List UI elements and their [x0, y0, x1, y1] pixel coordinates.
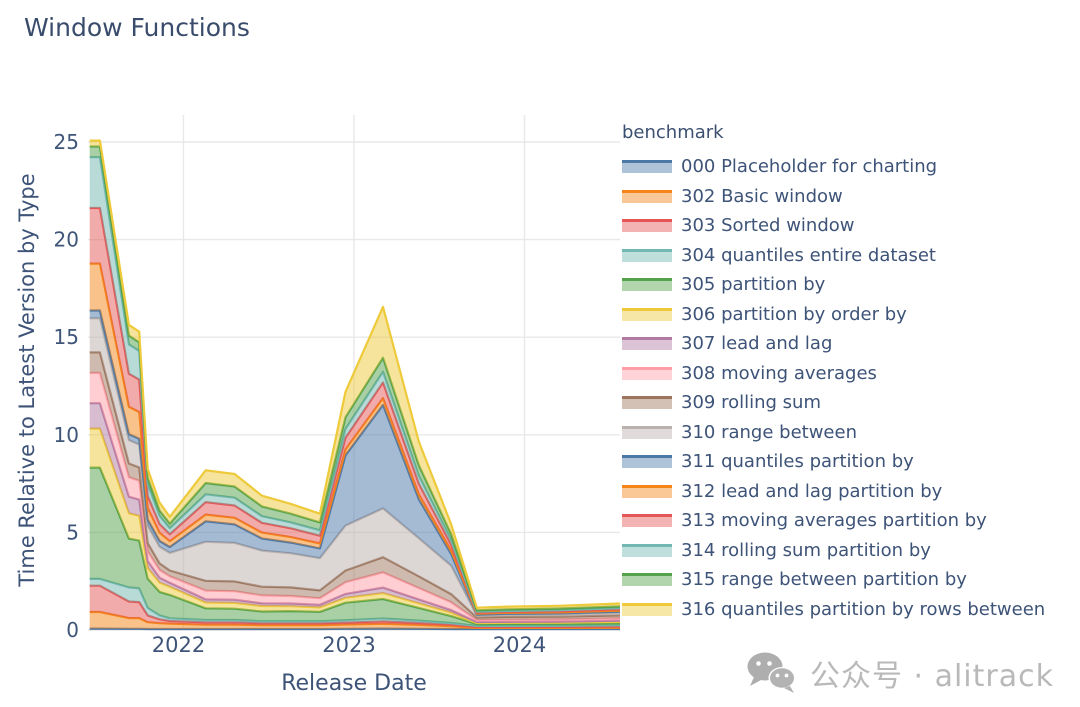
- area-series-313: [89, 208, 620, 614]
- legend-swatch-icon: [622, 278, 672, 292]
- legend-item-label: 308 moving averages: [681, 362, 877, 384]
- legend-swatch-icon: [622, 366, 672, 380]
- legend-swatch-icon: [622, 307, 672, 321]
- area-series-316: [89, 140, 620, 611]
- legend-item: 309 rolling sum: [622, 388, 1045, 418]
- legend-item-label: 313 moving averages partition by: [681, 510, 987, 532]
- legend-item-label: 309 rolling sum: [681, 392, 821, 414]
- legend-swatch-icon: [622, 337, 672, 351]
- legend-item-label: 302 Basic window: [681, 185, 843, 207]
- legend-item: 314 rolling sum partition by: [622, 536, 1045, 566]
- legend-item: 000 Placeholder for charting: [622, 152, 1045, 182]
- legend-swatch-icon: [622, 396, 672, 410]
- legend-swatch-icon: [622, 514, 672, 528]
- legend-item: 308 moving averages: [622, 359, 1045, 389]
- legend-item: 315 range between partition by: [622, 565, 1045, 595]
- legend-item-label: 303 Sorted window: [681, 215, 855, 237]
- area-series-312: [89, 263, 620, 615]
- legend-item-label: 314 rolling sum partition by: [681, 539, 931, 561]
- legend-item: 316 quantiles partition by rows between: [622, 595, 1045, 625]
- legend-item-label: 311 quantiles partition by: [681, 451, 914, 473]
- legend-item-label: 316 quantiles partition by rows between: [681, 598, 1046, 620]
- y-tick-label: 5: [66, 520, 79, 544]
- wechat-icon: [747, 652, 796, 693]
- legend-item-label: 310 range between: [681, 421, 857, 443]
- x-axis-title: Release Date: [281, 671, 427, 696]
- legend: benchmark 000 Placeholder for charting 30…: [622, 122, 1045, 624]
- page-title: Window Functions: [24, 13, 250, 42]
- watermark: 公众号 · alitrack: [746, 651, 1054, 695]
- watermark-text: 公众号 · alitrack: [809, 659, 1054, 694]
- legend-swatch-icon: [622, 573, 672, 587]
- legend-swatch-icon: [622, 484, 672, 498]
- legend-swatch-icon: [622, 602, 672, 616]
- legend-item: 304 quantiles entire dataset: [622, 241, 1045, 271]
- legend-item: 305 partition by: [622, 270, 1045, 300]
- legend-swatch-icon: [622, 160, 672, 174]
- legend-item: 312 lead and lag partition by: [622, 477, 1045, 507]
- legend-swatch-icon: [622, 455, 672, 469]
- y-tick-label: 10: [54, 423, 79, 447]
- legend-item: 313 moving averages partition by: [622, 506, 1045, 536]
- area-series-311: [89, 310, 620, 616]
- legend-swatch-icon: [622, 543, 672, 557]
- y-tick-label: 25: [54, 130, 79, 154]
- legend-item: 307 lead and lag: [622, 329, 1045, 359]
- y-tick-label: 15: [54, 325, 79, 349]
- area-series-314: [89, 157, 620, 613]
- y-tick-label: 20: [54, 228, 79, 252]
- legend-item-label: 305 partition by: [681, 274, 826, 296]
- legend-item: 306 partition by order by: [622, 300, 1045, 330]
- x-tick-label: 2024: [493, 633, 546, 657]
- legend-item-label: 306 partition by order by: [681, 303, 907, 325]
- area-series-315: [89, 146, 620, 612]
- x-tick-label: 2023: [322, 633, 375, 657]
- legend-item-label: 304 quantiles entire dataset: [681, 244, 936, 266]
- legend-item-label: 312 lead and lag partition by: [681, 480, 943, 502]
- legend-item: 303 Sorted window: [622, 211, 1045, 241]
- legend-item-label: 315 range between partition by: [681, 569, 967, 591]
- x-tick-label: 2022: [152, 633, 205, 657]
- legend-swatch-icon: [622, 189, 672, 203]
- legend-item: 302 Basic window: [622, 182, 1045, 212]
- legend-item: 310 range between: [622, 418, 1045, 448]
- y-tick-label: 0: [66, 618, 79, 642]
- legend-swatch-icon: [622, 219, 672, 233]
- legend-item-label: 307 lead and lag: [681, 333, 833, 355]
- line-series-316: [89, 139, 621, 609]
- legend-item: 311 quantiles partition by: [622, 447, 1045, 477]
- legend-items: 000 Placeholder for charting 302 Basic wi…: [622, 152, 1045, 624]
- legend-swatch-icon: [622, 425, 672, 439]
- legend-swatch-icon: [622, 248, 672, 262]
- legend-item-label: 000 Placeholder for charting: [681, 156, 938, 178]
- y-axis-title: Time Relative to Latest Version by Type: [15, 173, 39, 587]
- legend-title: benchmark: [622, 122, 724, 143]
